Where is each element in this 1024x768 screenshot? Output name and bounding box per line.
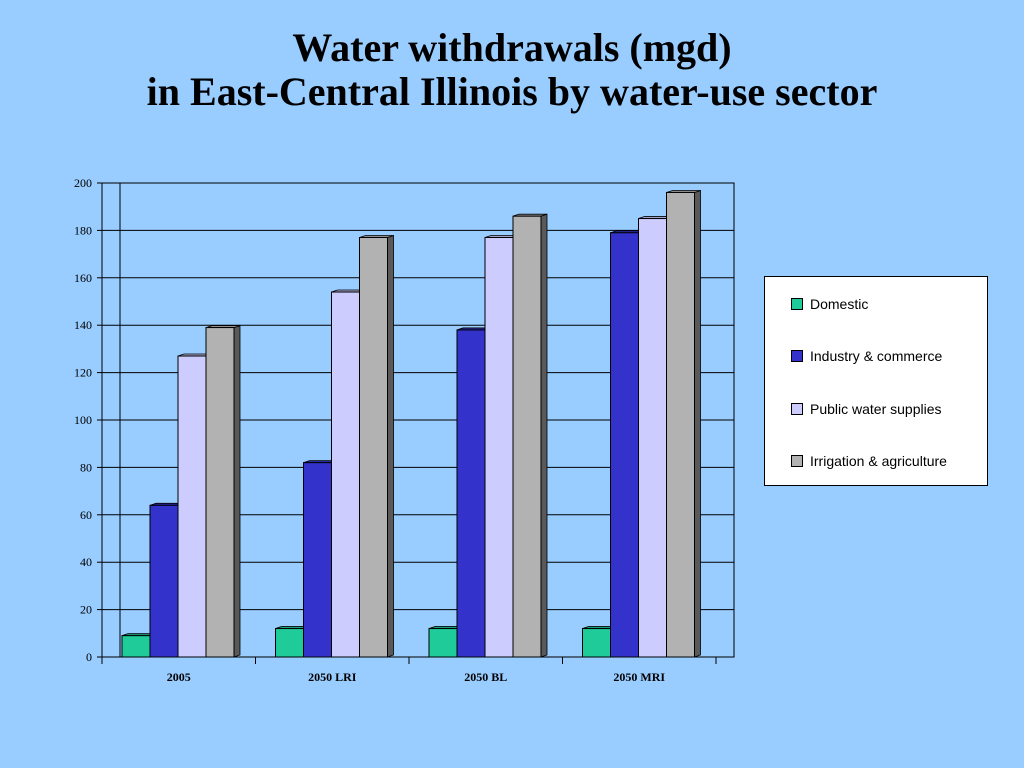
y-tick-label: 120 (74, 366, 92, 380)
legend-swatch-irrigation (791, 455, 803, 467)
y-tick-label: 140 (74, 318, 92, 332)
legend-label-irrigation: Irrigation & agriculture (810, 453, 947, 469)
y-tick-label: 80 (80, 460, 92, 474)
bar-industry-commerce-2005 (149, 504, 179, 658)
bar-industry-commerce-2050-lri (303, 462, 332, 658)
legend-item-public-water: Public water supplies (791, 400, 942, 418)
chart-title-line-1: Water withdrawals (mgd) (292, 25, 732, 70)
y-tick-label: 200 (74, 176, 92, 190)
bar-industry-commerce-2050-bl (456, 329, 486, 658)
legend-item-industry: Industry & commerce (791, 347, 942, 365)
bar-public-water-supplies-2050-lri (331, 291, 360, 658)
bar-domestic-2005 (121, 635, 151, 658)
bar-domestic-2050-lri (275, 628, 304, 658)
x-tick-label-2050-mri: 2050 MRI (613, 670, 665, 684)
chart-title: Water withdrawals (mgd) in East-Central … (0, 26, 1024, 114)
x-tick-label-2005: 2005 (167, 670, 191, 684)
bar-domestic-2050-bl (428, 628, 458, 658)
legend-item-irrigation: Irrigation & agriculture (791, 452, 947, 470)
legend-swatch-public-water (791, 403, 803, 415)
y-tick-label: 20 (80, 603, 92, 617)
bar-irrigation-agriculture-2050-mri (666, 191, 695, 658)
legend-swatch-industry (791, 350, 803, 362)
bar-side-irrigation-agriculture-2050-bl (540, 213, 548, 658)
legend-label-public-water: Public water supplies (810, 401, 942, 417)
bar-irrigation-agriculture-2005 (205, 327, 235, 658)
bar-irrigation-agriculture-2050-bl (512, 215, 542, 658)
bar-side-irrigation-agriculture-2005 (233, 325, 241, 658)
legend-label-industry: Industry & commerce (810, 348, 943, 364)
x-tick-label-2050-lri: 2050 LRI (308, 670, 357, 684)
y-tick-label: 40 (80, 555, 92, 569)
y-tick-label: 160 (74, 271, 92, 285)
y-tick-label: 180 (74, 223, 92, 237)
y-tick-label: 60 (80, 508, 92, 522)
y-tick-label: 0 (86, 650, 92, 664)
chart-title-line-2: in East-Central Illinois by water-use se… (146, 69, 878, 114)
bar-side-irrigation-agriculture-2050-lri (387, 234, 394, 658)
bar-domestic-2050-mri (582, 628, 611, 658)
legend-label-domestic: Domestic (810, 296, 869, 312)
legend-swatch-domestic (791, 298, 803, 310)
x-tick-label-2050-bl: 2050 BL (464, 670, 507, 684)
legend-item-domestic: Domestic (791, 295, 868, 313)
bar-industry-commerce-2050-mri (610, 232, 639, 658)
chart-legend: Domestic Industry & commerce Public wate… (764, 276, 988, 486)
bar-public-water-supplies-2005 (177, 355, 207, 658)
y-tick-label: 100 (74, 413, 92, 427)
bar-side-irrigation-agriculture-2050-mri (694, 189, 701, 658)
bar-irrigation-agriculture-2050-lri (359, 237, 388, 658)
bar-public-water-supplies-2050-bl (484, 237, 514, 658)
bar-public-water-supplies-2050-mri (638, 218, 667, 658)
